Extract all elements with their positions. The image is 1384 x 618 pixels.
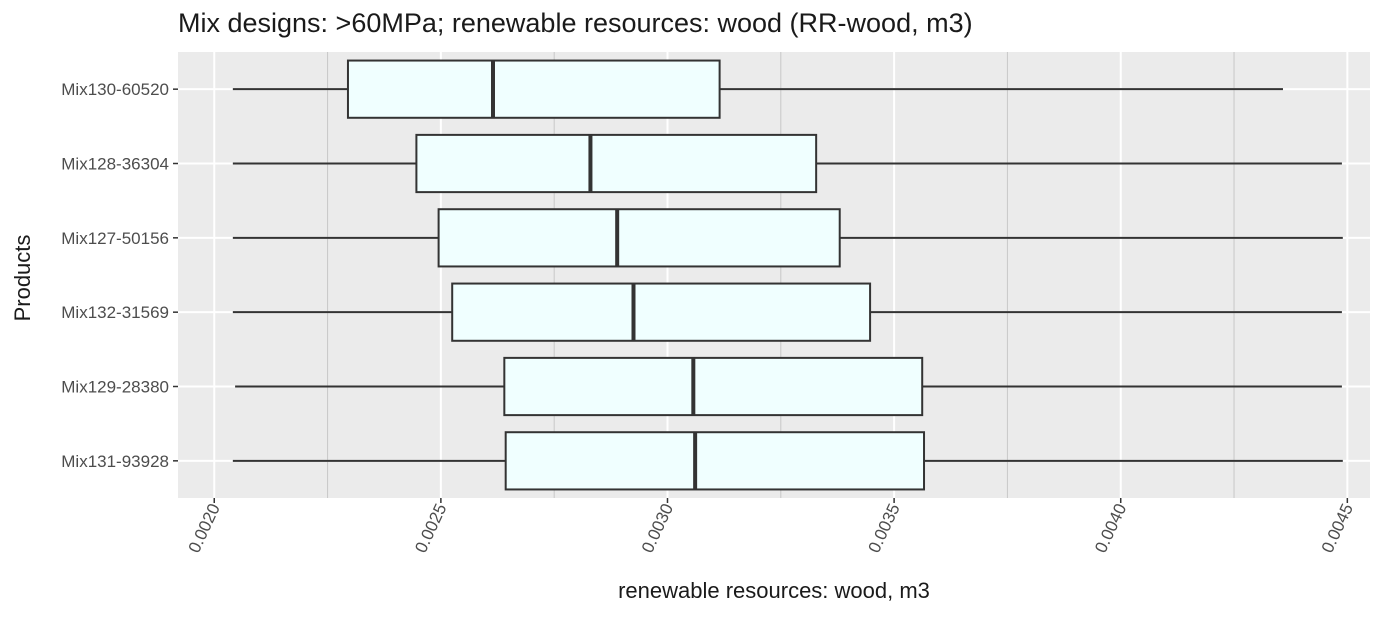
box-series	[232, 59, 1343, 491]
x-axis-title: renewable resources: wood, m3	[618, 578, 930, 603]
iqr-box	[503, 356, 924, 417]
x-tick-label: 0.0025	[411, 501, 450, 556]
x-axis: 0.0020 0.0025 0.0030 0.0035 0.0040 0.0045	[185, 498, 1357, 556]
iqr-box	[437, 208, 841, 268]
y-tick-label: Mix129-28380	[61, 378, 169, 397]
x-tick-label: 0.0045	[1318, 501, 1357, 556]
iqr-box	[451, 282, 872, 342]
x-tick-label: 0.0030	[638, 501, 677, 556]
y-axis: Mix130-60520 Mix128-36304 Mix127-50156 Mix1…	[61, 80, 178, 471]
y-tick-label: Mix128-36304	[61, 155, 169, 174]
chart-title: Mix designs: >60MPa; renewable resources…	[178, 8, 973, 38]
box-mix130-60520	[232, 59, 1283, 119]
box-mix132-31569	[232, 282, 1342, 342]
box-mix128-36304	[232, 133, 1342, 194]
x-tick-label: 0.0020	[185, 501, 224, 556]
y-tick-label: Mix127-50156	[61, 229, 169, 248]
box-mix129-28380	[235, 356, 1342, 417]
iqr-box	[346, 59, 721, 119]
iqr-box	[504, 431, 926, 491]
box-mix127-50156	[232, 208, 1343, 268]
plot-panel	[178, 52, 1370, 498]
y-tick-label: Mix130-60520	[61, 80, 169, 99]
y-tick-label: Mix132-31569	[61, 303, 169, 322]
y-tick-label: Mix131-93928	[61, 452, 169, 471]
x-tick-label: 0.0040	[1091, 501, 1130, 556]
x-tick-label: 0.0035	[865, 501, 904, 556]
box-mix131-93928	[232, 431, 1343, 491]
iqr-box	[415, 133, 818, 194]
